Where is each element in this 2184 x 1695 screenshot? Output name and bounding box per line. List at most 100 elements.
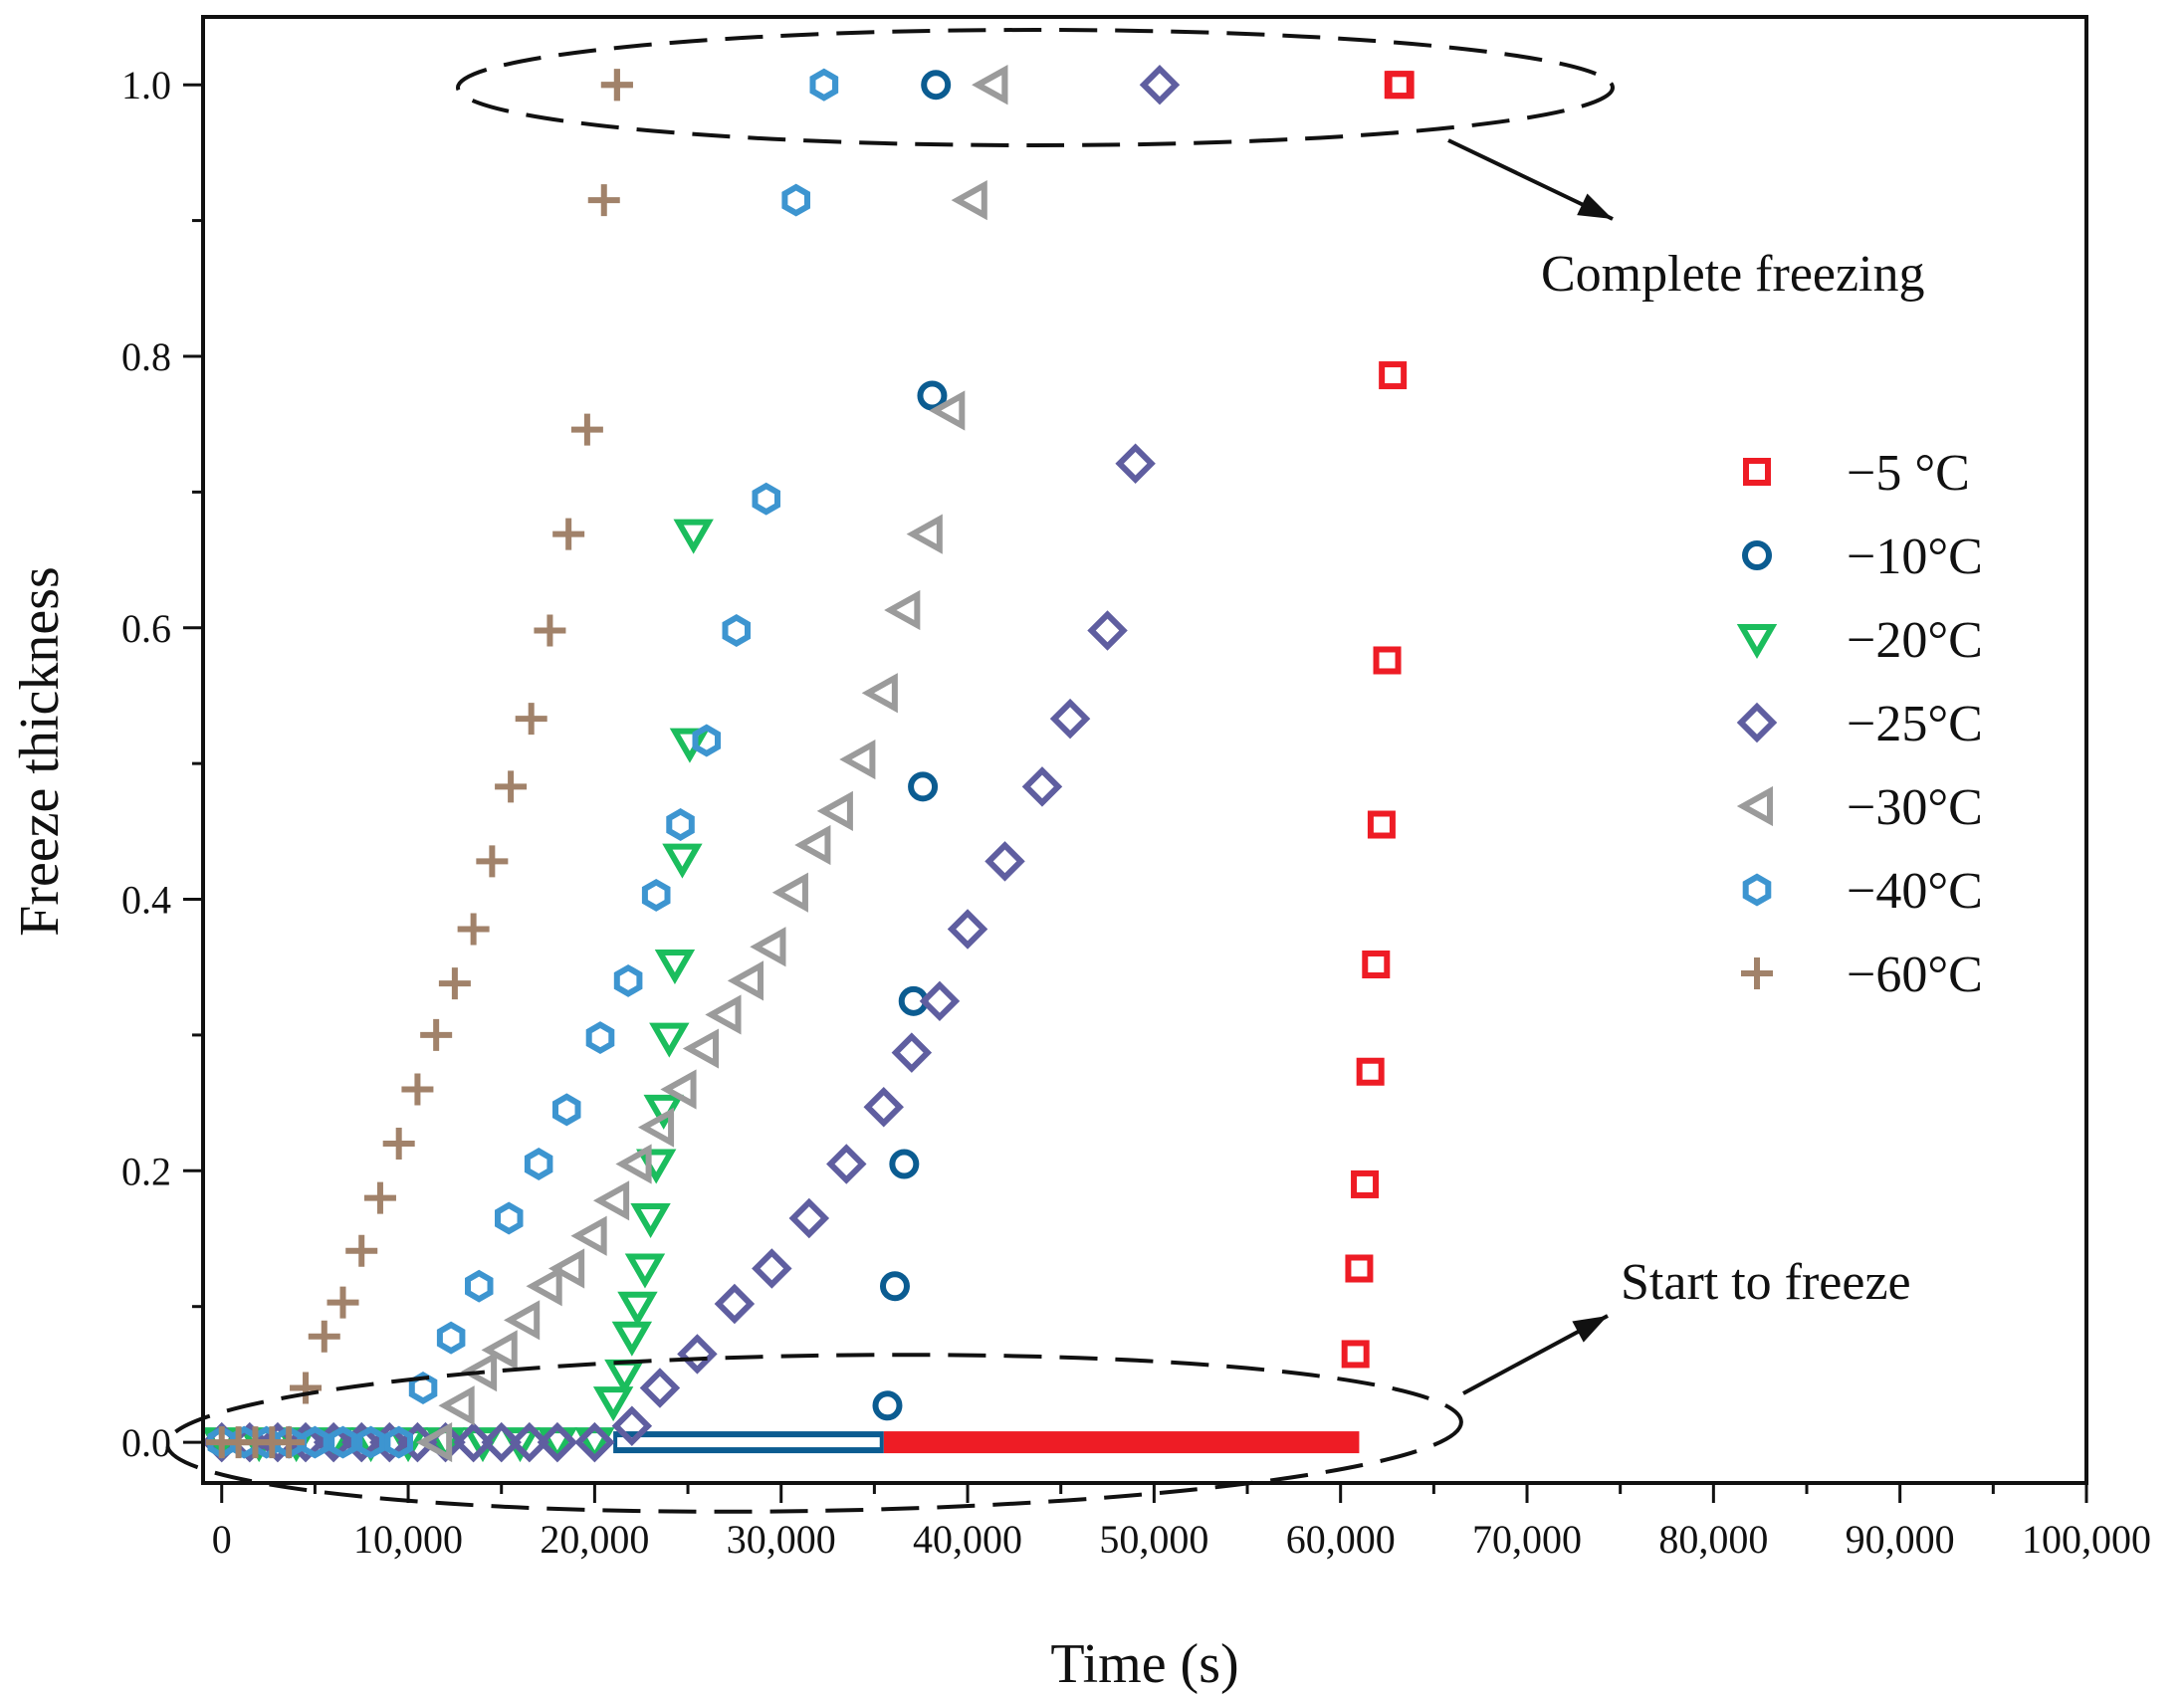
data-point [972, 65, 1008, 106]
x-tick-label: 100,000 [2022, 1517, 2151, 1562]
data-point [327, 1286, 359, 1319]
data-point [1373, 646, 1402, 675]
data-point [692, 724, 721, 757]
legend-label: −60°C [1847, 947, 1983, 1003]
data-point [308, 1320, 340, 1353]
legend-marker [1742, 873, 1772, 907]
plot-area [203, 64, 1415, 1463]
data-point [677, 1334, 718, 1375]
legend-label: −30°C [1847, 779, 1983, 836]
data-point [788, 1197, 830, 1239]
data-point [460, 1352, 498, 1392]
data-point [889, 1149, 920, 1179]
data-point [637, 1107, 675, 1148]
data-point [537, 1421, 578, 1463]
data-point [273, 1426, 306, 1459]
legend-marker [1736, 624, 1778, 660]
legend-marker [1736, 785, 1773, 827]
data-point [476, 845, 509, 878]
data-point [1367, 810, 1396, 839]
legend-item: −10°C [1742, 529, 1983, 585]
legend-item: −40°C [1742, 863, 1983, 920]
data-point [1087, 610, 1128, 651]
data-point [1386, 71, 1415, 100]
data-point [408, 1372, 438, 1404]
x-axis-title: Time (s) [1050, 1633, 1238, 1695]
data-point [1356, 1057, 1385, 1086]
start-freeze-label: Start to freeze [1621, 1254, 1911, 1311]
data-point [384, 1425, 413, 1459]
legend-item: −30°C [1736, 779, 1983, 836]
data-point [285, 1421, 327, 1463]
data-point [639, 1368, 681, 1408]
x-tick-label: 80,000 [1658, 1517, 1768, 1562]
legend-marker [1741, 957, 1773, 989]
data-point [457, 913, 490, 946]
data-point [504, 1300, 541, 1341]
data-point [1049, 698, 1091, 740]
data-point [660, 1069, 697, 1110]
data-point [771, 872, 808, 913]
data-point [617, 1291, 658, 1327]
start-freeze-ellipse [165, 1353, 1463, 1514]
data-point [534, 614, 566, 647]
series-1 [872, 70, 952, 1421]
legend-item: −5 °C [1743, 445, 1970, 502]
data-point [714, 1283, 756, 1325]
data-point [301, 1425, 329, 1459]
data-point [919, 980, 961, 1022]
series-4 [415, 65, 1008, 1463]
data-point [465, 1269, 494, 1303]
data-point [481, 1421, 522, 1463]
data-point [947, 909, 988, 950]
arrow-head [1577, 193, 1613, 219]
data-point [600, 69, 633, 102]
data-point [1021, 766, 1063, 807]
data-point [570, 1215, 607, 1256]
data-point [401, 1073, 434, 1106]
data-point [624, 1253, 666, 1289]
data-point [290, 1372, 323, 1404]
data-point [809, 68, 839, 102]
complete-freezing-ellipse [456, 28, 1615, 147]
data-point [705, 994, 742, 1035]
data-point [420, 1018, 453, 1051]
data-point [585, 1021, 615, 1055]
data-point [1345, 1254, 1374, 1283]
axes: 0 10,000 20,000 30,000 40,000 50,000 60,000 70,… [121, 15, 2151, 1562]
data-point [495, 770, 528, 803]
series-0 [1341, 71, 1415, 1369]
data-point [552, 1093, 581, 1127]
data-point [436, 1321, 466, 1355]
data-point [570, 413, 603, 446]
data-point [929, 390, 966, 431]
data-point [917, 380, 948, 411]
complete-freezing-label: Complete freezing [1541, 246, 1925, 303]
legend-label: −25°C [1847, 696, 1983, 752]
data-point [872, 1390, 903, 1421]
data-point [984, 841, 1025, 882]
data-point [356, 1425, 385, 1459]
data-point [879, 1271, 910, 1302]
legend: −5 °C −10°C −20°C −25°C −30°C −40°C −60°C [1736, 445, 1983, 1003]
data-point [345, 1234, 378, 1267]
y-tick-label: 0.4 [121, 878, 171, 923]
data-point [1115, 443, 1156, 484]
data-point [604, 1359, 645, 1394]
y-tick-label: 0.6 [121, 606, 171, 651]
data-point [826, 1144, 867, 1184]
data-point [752, 482, 780, 516]
data-point [666, 808, 695, 841]
data-point [611, 1321, 653, 1357]
data-point [906, 514, 943, 554]
legend-label: −20°C [1847, 612, 1983, 669]
x-tick-label: 90,000 [1846, 1517, 1955, 1562]
complete-freezing-arrow [1447, 138, 1614, 221]
start-freeze-arrow [1462, 1314, 1609, 1395]
data-point [861, 673, 898, 714]
data-point [547, 1248, 585, 1289]
data-point [951, 180, 987, 221]
x-tick-label: 60,000 [1286, 1517, 1396, 1562]
legend-label: −40°C [1847, 863, 1983, 920]
data-point [781, 183, 810, 217]
